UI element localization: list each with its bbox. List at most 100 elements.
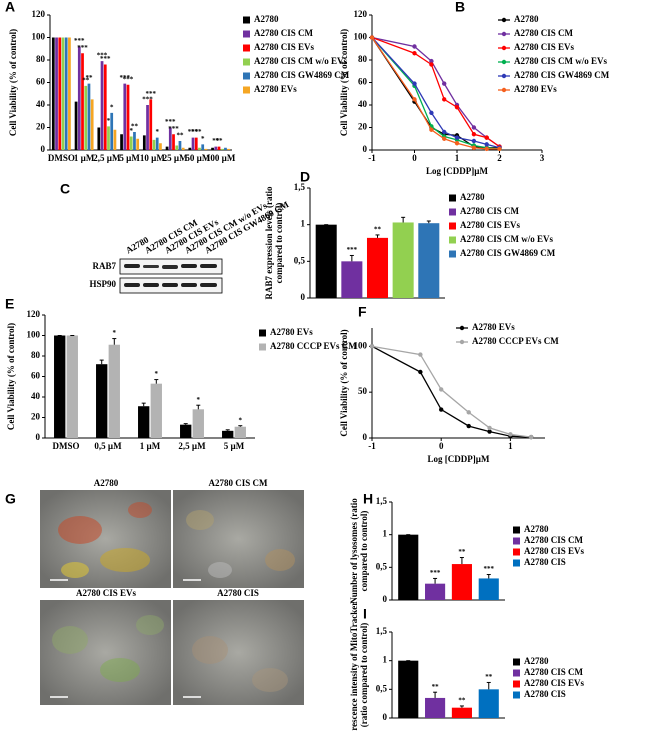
point	[439, 387, 444, 392]
panel-letter: D	[300, 169, 310, 185]
y-axis-label: Cell Viability (% of control)	[8, 29, 18, 136]
bar	[451, 564, 472, 600]
bar	[113, 129, 117, 150]
x-tick-label: -1	[368, 441, 376, 451]
panel-letter: A	[5, 0, 15, 15]
legend-label: A2780	[254, 14, 279, 24]
bar	[425, 697, 446, 718]
bar	[84, 85, 88, 150]
bar	[110, 112, 114, 150]
significance-label: *	[129, 127, 133, 135]
point	[442, 136, 447, 141]
significance-label: **	[85, 74, 93, 82]
series-line	[371, 36, 500, 148]
legend-swatch	[513, 559, 520, 567]
significance-label: ***	[97, 52, 108, 60]
x-tick-label: 100 µM	[206, 153, 236, 163]
series-line	[371, 37, 500, 149]
significance-label: **	[82, 76, 90, 84]
legend-swatch	[243, 44, 250, 52]
y-axis-label: Cell Viability (% of control)	[6, 323, 16, 430]
legend-label: A2780 CIS CM w/o EVs	[460, 234, 554, 244]
point	[412, 81, 417, 86]
legend-label: A2780	[460, 192, 485, 202]
bar	[96, 364, 108, 438]
bar	[129, 136, 133, 150]
point	[412, 44, 417, 49]
bar	[341, 261, 363, 298]
significance-label: ***	[123, 75, 134, 83]
series-line	[371, 345, 532, 438]
bar	[175, 145, 179, 150]
bar	[194, 137, 198, 150]
legend-label: A2780	[514, 14, 539, 24]
y-axis-label: RAB7 expression levels (ratiocompared to…	[264, 186, 284, 300]
y-tick-label: 1	[383, 655, 388, 665]
point	[454, 105, 460, 110]
panel-letter: I	[363, 606, 367, 622]
x-tick-label: 5 µM	[119, 153, 140, 163]
legend-label: A2780 CIS CM w/o EVs	[254, 56, 348, 66]
bar	[87, 83, 91, 150]
y-tick-label: 0	[363, 144, 368, 154]
point	[466, 423, 471, 429]
significance-label: *	[239, 416, 243, 424]
y-tick-label: 1	[301, 219, 306, 229]
y-tick-label: 0,5	[376, 683, 388, 693]
bar	[478, 578, 499, 600]
x-tick-label: -1	[368, 153, 376, 163]
legend-swatch	[513, 548, 520, 556]
y-tick-label: 0	[363, 432, 368, 442]
significance-label: *	[113, 329, 117, 337]
point	[442, 81, 447, 86]
bar	[214, 146, 218, 150]
bar	[64, 37, 68, 150]
legend-swatch	[513, 526, 520, 534]
point	[369, 344, 375, 349]
legend-swatch	[513, 691, 520, 699]
y-tick-label: 1,5	[294, 182, 306, 192]
significance-label: ***	[191, 128, 202, 136]
y-tick-label: 50	[358, 386, 368, 396]
legend-label: A2780	[524, 524, 549, 534]
bar	[224, 147, 227, 150]
bar	[478, 689, 499, 718]
bar	[97, 127, 101, 150]
bar	[315, 224, 337, 298]
x-tick-label: DMSO	[48, 153, 75, 163]
panel-letter: B	[455, 0, 465, 15]
significance-label: ***	[100, 55, 111, 63]
point	[471, 132, 477, 137]
y-tick-label: 40	[36, 99, 46, 109]
legend-swatch	[513, 669, 520, 677]
legend-marker	[501, 31, 507, 37]
bar	[108, 344, 120, 438]
significance-label: *	[155, 128, 159, 136]
point	[369, 35, 375, 40]
y-tick-label: 100	[354, 340, 368, 350]
legend-label: A2780 CIS GW4869 CM	[514, 70, 610, 80]
bar	[68, 37, 71, 150]
bar	[123, 83, 127, 150]
y-tick-label: 0,5	[376, 561, 388, 571]
point	[454, 135, 460, 140]
legend-swatch	[449, 194, 456, 202]
bar	[58, 37, 62, 150]
point	[484, 146, 489, 152]
significance-label: **	[131, 123, 139, 131]
bar	[451, 707, 472, 718]
point	[487, 425, 492, 431]
significance-label: **	[216, 137, 224, 145]
legend-label: A2780 CCCP EVs CM	[270, 341, 357, 351]
bar	[398, 660, 419, 718]
significance-label: *	[110, 103, 114, 111]
y-tick-label: 80	[358, 54, 368, 64]
y-tick-label: 80	[31, 350, 41, 360]
bar	[74, 101, 78, 150]
legend-swatch	[243, 16, 250, 24]
significance-label: ***	[146, 90, 157, 98]
bar	[138, 406, 150, 438]
y-tick-label: 0,5	[294, 255, 306, 265]
panel-letter: H	[363, 491, 373, 507]
